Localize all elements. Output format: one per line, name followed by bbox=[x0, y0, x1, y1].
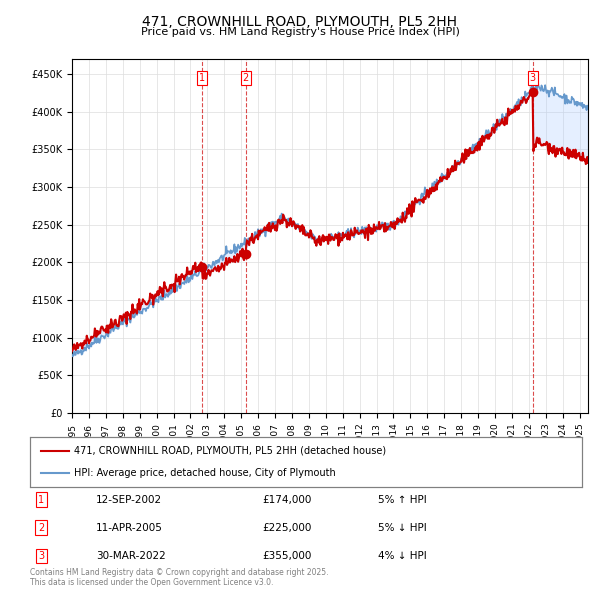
Text: 2: 2 bbox=[242, 73, 249, 83]
FancyBboxPatch shape bbox=[30, 437, 582, 487]
Text: 4% ↓ HPI: 4% ↓ HPI bbox=[378, 551, 427, 561]
Text: 5% ↑ HPI: 5% ↑ HPI bbox=[378, 494, 427, 504]
Text: 1: 1 bbox=[199, 73, 205, 83]
Text: £355,000: £355,000 bbox=[262, 551, 311, 561]
Text: 1: 1 bbox=[38, 494, 44, 504]
Text: £225,000: £225,000 bbox=[262, 523, 311, 533]
Text: 12-SEP-2002: 12-SEP-2002 bbox=[96, 494, 163, 504]
Text: 2: 2 bbox=[38, 523, 44, 533]
Text: £174,000: £174,000 bbox=[262, 494, 311, 504]
Text: HPI: Average price, detached house, City of Plymouth: HPI: Average price, detached house, City… bbox=[74, 468, 336, 478]
Text: Contains HM Land Registry data © Crown copyright and database right 2025.
This d: Contains HM Land Registry data © Crown c… bbox=[30, 568, 329, 587]
Text: 11-APR-2005: 11-APR-2005 bbox=[96, 523, 163, 533]
Text: Price paid vs. HM Land Registry's House Price Index (HPI): Price paid vs. HM Land Registry's House … bbox=[140, 27, 460, 37]
Text: 5% ↓ HPI: 5% ↓ HPI bbox=[378, 523, 427, 533]
Text: 3: 3 bbox=[38, 551, 44, 561]
Text: 3: 3 bbox=[530, 73, 536, 83]
Text: 30-MAR-2022: 30-MAR-2022 bbox=[96, 551, 166, 561]
Text: 471, CROWNHILL ROAD, PLYMOUTH, PL5 2HH: 471, CROWNHILL ROAD, PLYMOUTH, PL5 2HH bbox=[143, 15, 458, 29]
Text: 471, CROWNHILL ROAD, PLYMOUTH, PL5 2HH (detached house): 471, CROWNHILL ROAD, PLYMOUTH, PL5 2HH (… bbox=[74, 445, 386, 455]
